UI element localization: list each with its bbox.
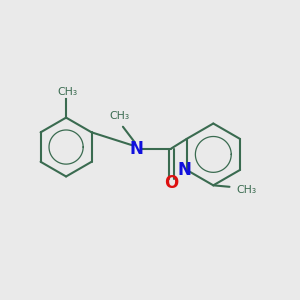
Text: N: N <box>130 140 144 158</box>
Text: CH₃: CH₃ <box>58 87 78 97</box>
Text: CH₃: CH₃ <box>237 185 257 195</box>
Text: O: O <box>164 174 178 192</box>
Text: N: N <box>177 161 191 179</box>
Text: CH₃: CH₃ <box>109 111 129 122</box>
